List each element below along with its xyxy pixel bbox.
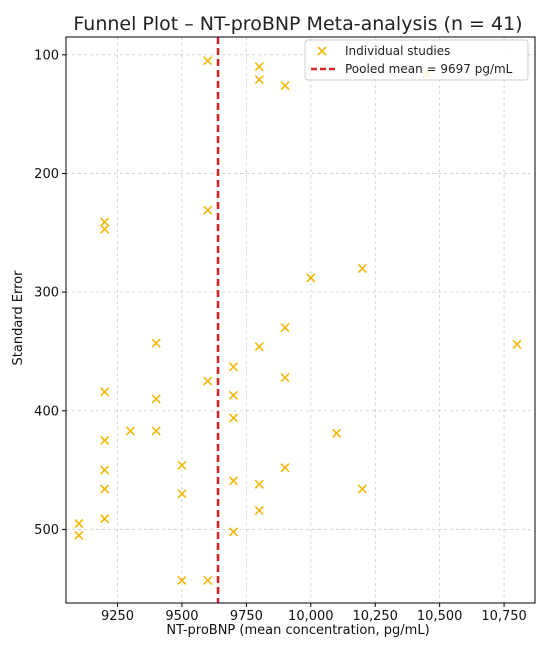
study-point <box>203 205 213 215</box>
study-point <box>125 426 135 436</box>
study-point <box>306 273 316 283</box>
x-tick-label: 9750 <box>230 609 263 624</box>
x-axis-ticks: 9250 9500 9750 10,000 10,250 10,500 10,750 <box>101 603 527 624</box>
study-point <box>74 530 84 540</box>
x-tick-label: 9250 <box>101 609 134 624</box>
study-point <box>228 527 239 537</box>
grid-lines <box>66 37 535 603</box>
study-point <box>177 575 187 586</box>
study-point <box>100 465 110 475</box>
study-point <box>74 518 84 529</box>
study-point <box>254 62 264 72</box>
study-point <box>357 484 367 494</box>
chart-title: Funnel Plot – NT-proBNP Meta-analysis (n… <box>73 13 522 35</box>
study-point <box>280 323 290 333</box>
study-point <box>357 263 367 273</box>
y-tick-label: 200 <box>34 167 59 182</box>
legend-label-pooled-mean: Pooled mean = 9697 pg/mL <box>345 62 513 76</box>
study-point <box>100 224 110 234</box>
plot-area-frame <box>65 36 536 604</box>
study-point <box>151 338 161 348</box>
y-axis-ticks: 100 200 300 400 500 <box>34 48 66 538</box>
legend-box <box>304 39 529 81</box>
study-point <box>280 81 290 91</box>
study-point <box>512 339 522 349</box>
study-point <box>254 479 264 489</box>
study-point <box>280 463 290 473</box>
study-point <box>254 342 264 352</box>
legend: Individual studies Pooled mean = 9697 pg… <box>304 39 529 81</box>
study-point <box>228 390 239 400</box>
study-point <box>100 514 110 524</box>
study-point <box>280 372 290 383</box>
study-point <box>100 435 110 446</box>
study-point <box>254 75 264 85</box>
study-point <box>228 413 239 423</box>
study-point <box>254 505 264 516</box>
study-point <box>100 387 110 397</box>
study-points <box>74 56 522 586</box>
study-point <box>177 460 187 470</box>
x-tick-label: 10,750 <box>481 609 527 624</box>
x-tick-label: 10,000 <box>288 609 334 624</box>
y-tick-label: 400 <box>34 404 59 419</box>
study-point <box>228 476 239 486</box>
x-tick-label: 9500 <box>165 609 198 624</box>
y-axis-label: Standard Error <box>11 270 26 366</box>
study-point <box>203 376 213 386</box>
legend-label-studies: Individual studies <box>345 44 450 58</box>
study-point <box>100 484 110 494</box>
legend-marker-studies <box>317 46 327 56</box>
study-point <box>151 394 161 404</box>
study-point <box>100 217 110 227</box>
x-tick-label: 10,250 <box>352 609 398 624</box>
study-point <box>177 489 187 499</box>
x-tick-label: 10,500 <box>417 609 463 624</box>
x-axis-label: NT-proBNP (mean concentration, pg/mL) <box>166 623 429 638</box>
y-tick-label: 300 <box>34 286 59 301</box>
study-point <box>228 362 239 372</box>
study-point <box>203 56 213 66</box>
study-point <box>332 428 342 438</box>
y-tick-label: 500 <box>34 523 59 538</box>
study-point <box>203 575 213 586</box>
study-point <box>151 426 161 436</box>
y-tick-label: 100 <box>34 48 59 63</box>
